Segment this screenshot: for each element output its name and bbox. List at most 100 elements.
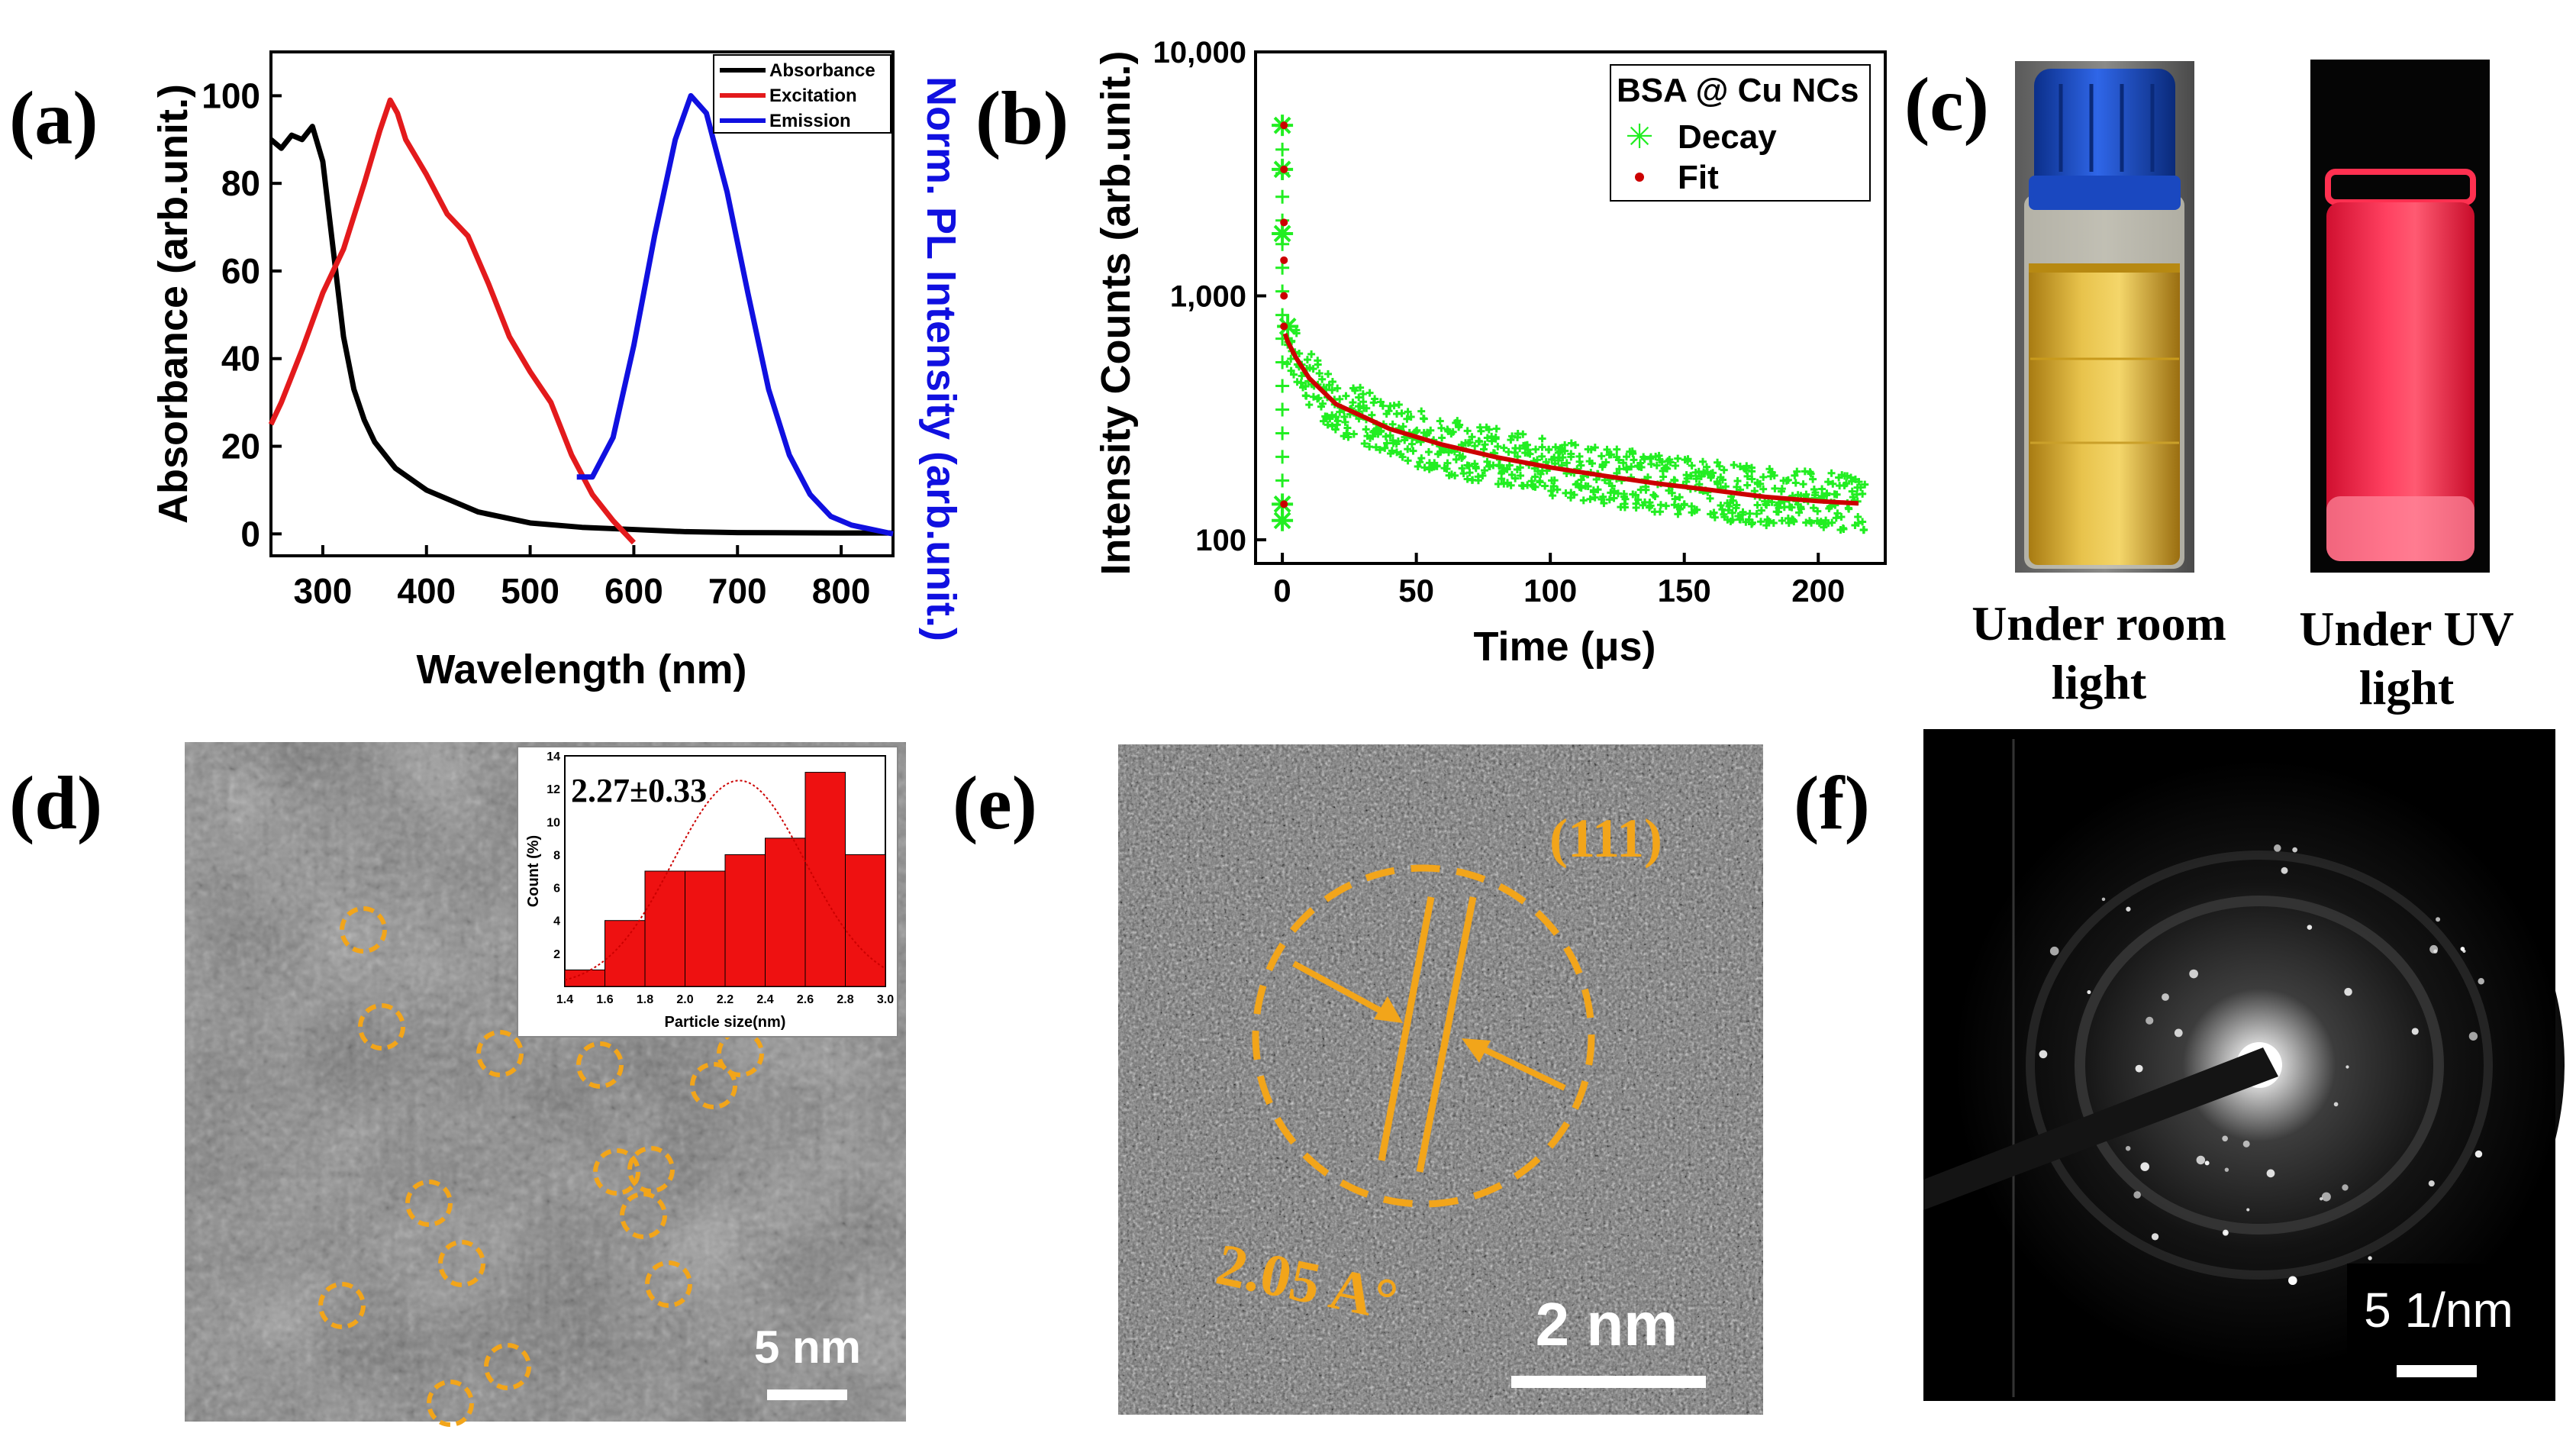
inset-x-tick-label: 2.8 [837, 993, 853, 1006]
panel-d-label: (d) [9, 760, 102, 845]
diffraction-spot [2151, 1233, 2159, 1241]
x-tick-label: 400 [397, 571, 456, 611]
diffraction-spot [2204, 1160, 2210, 1166]
inset-x-tick-label: 2.2 [717, 993, 733, 1006]
x-tick-label: 600 [605, 571, 663, 611]
panel-f-label: (f) [1794, 760, 1870, 845]
fit-point [1280, 322, 1288, 331]
decay-point [1275, 142, 1290, 157]
legend-emission: Emission [769, 111, 851, 131]
nanocluster-circle [427, 1380, 474, 1427]
inset-bars: 1.4 1.6 1.8 2.0 2.2 2.4 2.6 2.8 3.0 2 4 6 8 10 12 14 [546, 750, 894, 1006]
x-tick-label: 100 [1523, 573, 1577, 608]
inset-y-tick-label: 4 [553, 915, 560, 928]
diffraction-spot [2049, 946, 2059, 956]
inset-xlabel: Particle size(nm) [665, 1014, 786, 1031]
inset-x-tick-label: 2.4 [756, 993, 773, 1006]
inset-y-tick-label: 14 [546, 750, 560, 763]
nanocluster-circle [593, 1148, 640, 1196]
fit-point [1280, 256, 1288, 264]
nanocluster-circle [438, 1240, 485, 1287]
decay-point [1275, 237, 1290, 251]
diffraction-spot [2345, 1065, 2349, 1069]
x-tick-label: 500 [501, 571, 559, 611]
diffraction-spot [2344, 987, 2352, 996]
legend-fit-marker [1635, 173, 1644, 182]
diffraction-spot [2433, 949, 2438, 954]
fit-point [1280, 121, 1288, 130]
decay-point [1275, 402, 1290, 417]
vial-room-light-photo [2015, 61, 2194, 573]
nanocluster-markers [318, 906, 764, 1427]
diffraction-spot [2174, 1028, 2183, 1038]
panel-b-points [1272, 115, 1869, 534]
arrow-left-head [1374, 996, 1403, 1023]
diffraction-spot [2307, 925, 2313, 930]
diffraction-spot [2436, 917, 2441, 922]
nanocluster-circle [690, 1062, 737, 1109]
inset-ylabel: Count (%) [525, 835, 542, 907]
nanocluster-circle [476, 1030, 524, 1077]
nanocluster-circle [627, 1146, 675, 1193]
inset-x-tick-label: 2.0 [676, 993, 693, 1006]
decay-band-points [1283, 326, 1869, 534]
inset-x-tick-label: 1.4 [556, 993, 573, 1006]
diffraction-spot [2342, 1184, 2349, 1191]
inset-x-tick-label: 1.6 [596, 993, 613, 1006]
inset-y-tick-label: 2 [553, 948, 560, 961]
decay-point [1275, 473, 1290, 488]
decay-point [1275, 426, 1290, 441]
diffraction-spot [2222, 1229, 2229, 1236]
histogram-bar [804, 772, 846, 987]
x-tick-label: 200 [1791, 573, 1845, 608]
nanocluster-circle [484, 1343, 531, 1390]
vial-bottom-glow [2326, 496, 2474, 561]
series-excitation-line [268, 97, 636, 545]
diffraction-spot [2321, 1192, 2331, 1202]
fit-point [1280, 218, 1288, 227]
inset-gaussian-fit [564, 779, 886, 981]
legend-decay-marker: ✳ [1626, 118, 1654, 156]
diffraction-spot [2101, 897, 2106, 902]
diffraction-spot [2125, 1145, 2131, 1151]
y-tick-label: 100 [202, 76, 260, 115]
panel-a-ylabel: Absorbance (arb.unit.) [150, 84, 196, 524]
panel-c: (c) Under room light Under UV light [1904, 60, 2514, 715]
histogram-bar [845, 854, 886, 987]
nanocluster-circle [620, 1192, 667, 1239]
diffraction-ring [2026, 850, 2493, 1280]
nanocluster-circle [318, 1282, 366, 1329]
inset-y-tick-label: 12 [546, 783, 560, 796]
y-tick-label: 10,000 [1153, 36, 1246, 69]
caption-room-light-1: Under room [1971, 596, 2226, 650]
y-tick-label: 40 [221, 339, 260, 379]
scale-bar-e [1511, 1376, 1706, 1388]
arrow-right-head [1462, 1038, 1491, 1063]
scale-label-box [2347, 1264, 2545, 1401]
panel-b-xlabel: Time (μs) [1473, 624, 1656, 670]
diffraction-spot [2474, 1150, 2483, 1158]
panel-a-frame [269, 50, 895, 557]
diffraction-spot [2246, 1208, 2250, 1212]
liquid-meniscus [2029, 263, 2180, 273]
x-tick-label: 300 [294, 571, 353, 611]
vial-cap-rim [2029, 176, 2181, 210]
panel-a-ylabel-right: Norm. PL Intensity (arb.unit.) [918, 76, 964, 641]
inset-y-tick-label: 10 [546, 816, 560, 829]
lattice-fringe-line [1416, 896, 1477, 1173]
diffraction-spot [2333, 1102, 2339, 1107]
vial-cap-blue [2034, 69, 2175, 199]
scale-bar-label-e: 2 nm [1536, 1290, 1678, 1358]
nanocluster-circle [340, 906, 387, 954]
saed-pattern-f: 5 1/nm [1923, 729, 2565, 1401]
nanocluster-circle [405, 1180, 453, 1227]
scale-bar-d [767, 1390, 847, 1400]
x-tick-label: 50 [1398, 573, 1434, 608]
diffraction-spot [2274, 844, 2281, 852]
diffraction-spot [2428, 1180, 2435, 1187]
decay-point [1275, 450, 1290, 464]
y-tick-label: 80 [221, 163, 260, 203]
decay-point [1275, 189, 1290, 204]
panel-b-label: (b) [975, 76, 1069, 160]
